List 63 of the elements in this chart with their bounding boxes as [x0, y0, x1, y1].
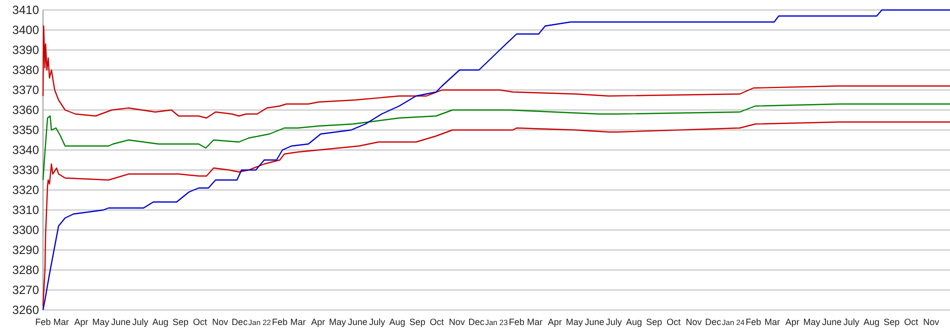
y-tick-label: 3340	[12, 143, 40, 158]
x-tick-label: Nov	[448, 317, 466, 327]
y-tick-label: 3330	[12, 163, 40, 178]
x-tick-label: Sep	[646, 317, 662, 327]
x-tick-label: Oct	[904, 317, 919, 327]
y-tick-label: 3410	[12, 3, 40, 18]
y-tick-label: 3360	[12, 103, 40, 118]
x-tick-label: May	[329, 317, 347, 327]
x-tick-label: May	[92, 317, 110, 327]
x-tick-label: Aug	[389, 317, 406, 327]
x-tick-label: May	[566, 317, 584, 327]
y-tick-label: 3260	[12, 303, 40, 318]
y-tick-label: 3370	[12, 83, 40, 98]
x-tick-label: Feb	[35, 317, 51, 327]
line-series	[42, 25, 950, 119]
x-tick-label: July	[843, 317, 860, 327]
x-tick-label: Apr	[785, 317, 800, 327]
y-tick-label: 3300	[12, 223, 40, 238]
x-tick-label: Oct	[193, 317, 208, 327]
line-series	[42, 121, 950, 307]
x-tick-label: Oct	[430, 317, 444, 327]
x-tick-label: Sep	[884, 317, 900, 327]
x-tick-label: July	[132, 317, 149, 327]
y-tick-label: 3270	[12, 283, 40, 298]
x-tick-label: June	[822, 317, 842, 327]
y-tick-label: 3290	[12, 243, 40, 258]
x-tick-label: Dec	[705, 317, 722, 327]
x-tick-label: Apr	[311, 317, 326, 327]
x-tick-label: Nov	[212, 317, 229, 327]
x-tick-label: Oct	[666, 317, 682, 327]
x-tick-label: June	[348, 317, 368, 327]
x-tick-label: Aug	[863, 317, 880, 327]
x-tick-label: Mar	[764, 317, 780, 327]
x-tick-label: Feb	[508, 317, 524, 327]
y-tick-label: 3350	[12, 123, 40, 138]
x-tick-label: Dec	[468, 317, 485, 327]
x-tick-label: Apr	[74, 317, 88, 327]
x-tick-label: Apr	[548, 317, 562, 327]
y-tick-label: 3320	[12, 183, 40, 198]
x-tick-label: Sep	[172, 317, 189, 327]
x-tick-label: July	[606, 317, 622, 327]
x-tick-label: Feb	[746, 317, 762, 327]
y-tick-label: 3280	[12, 263, 40, 278]
x-tick-label: Aug	[152, 317, 168, 327]
line-series	[42, 103, 950, 181]
x-tick-label: Nov	[686, 317, 702, 327]
x-tick-label: Mar	[527, 317, 543, 327]
x-tick-label: Dec	[232, 317, 248, 327]
x-tick-label: June	[584, 317, 604, 327]
y-tick-label: 3390	[12, 43, 40, 58]
x-tick-label: Aug	[626, 317, 642, 327]
x-tick-label: Mar	[53, 317, 69, 327]
x-tick-label: Nov	[923, 317, 940, 327]
x-tick-label: June	[111, 317, 131, 327]
y-tick-label: 3310	[12, 203, 40, 218]
y-tick-label: 3400	[12, 23, 40, 38]
x-tick-label: Mar	[290, 317, 306, 327]
y-tick-label: 3380	[12, 63, 40, 78]
line-series	[42, 9, 950, 311]
x-tick-label: Sep	[409, 317, 426, 327]
x-tick-label: July	[369, 317, 386, 327]
x-tick-label: May	[803, 317, 821, 327]
x-tick-label: Feb	[272, 317, 288, 327]
